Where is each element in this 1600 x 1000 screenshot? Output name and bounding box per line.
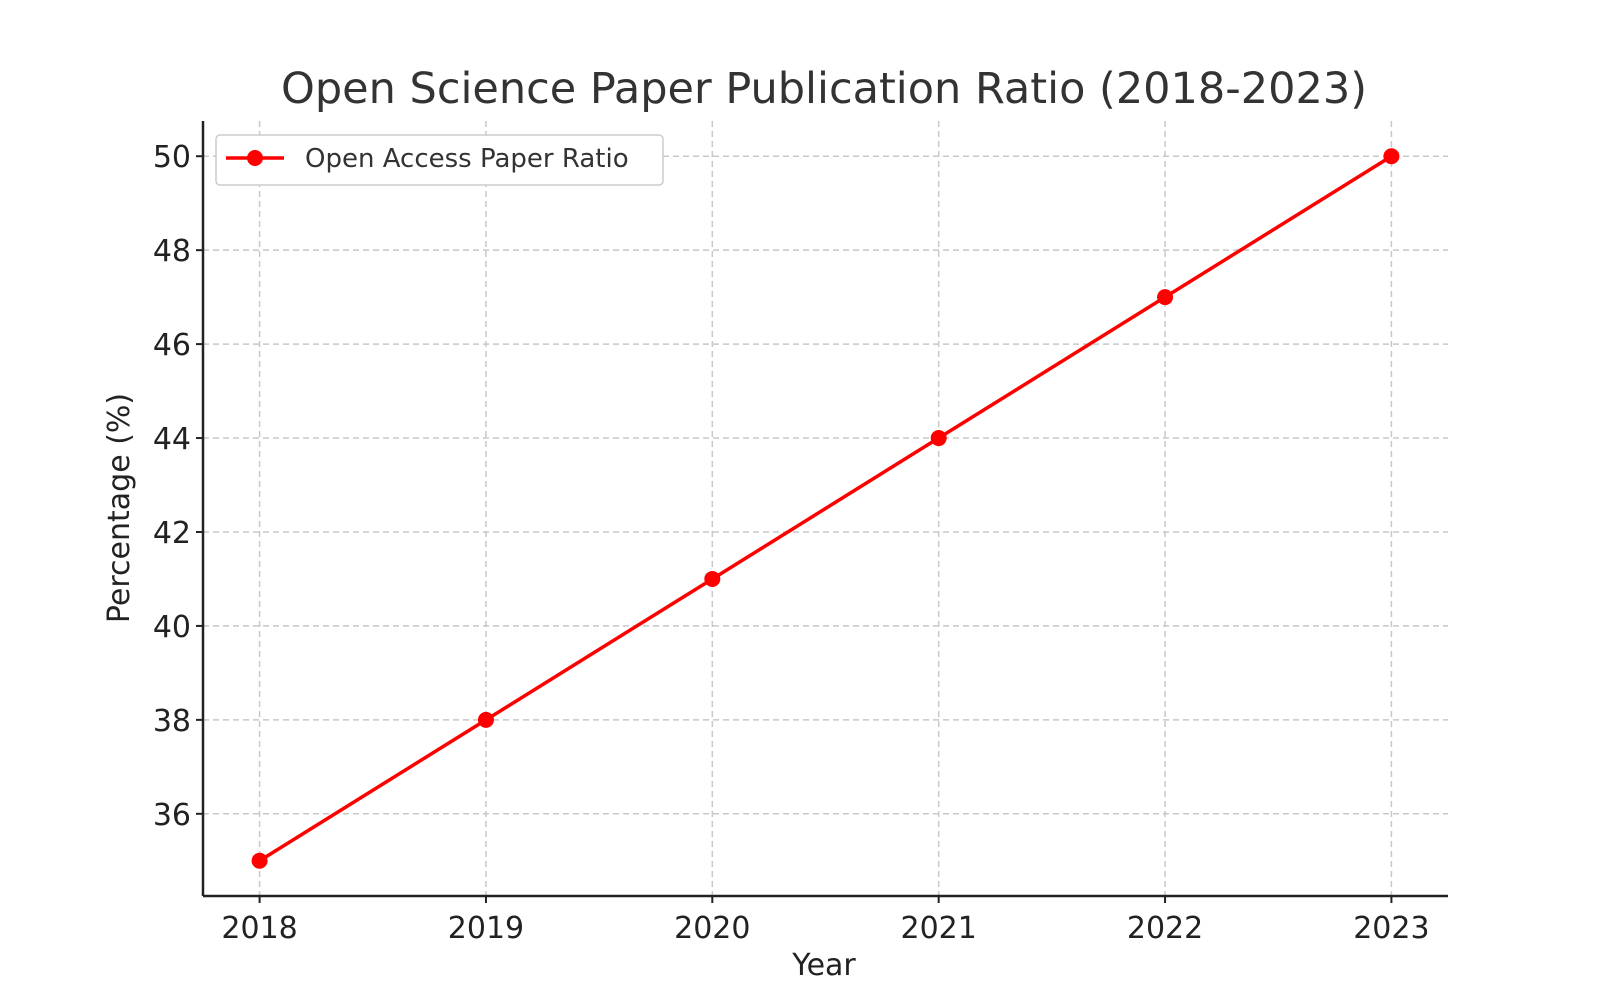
x-tick-label: 2018: [221, 911, 297, 946]
x-tick-label: 2021: [901, 911, 977, 946]
data-point: [1383, 148, 1400, 165]
chart-title: Open Science Paper Publication Ratio (20…: [281, 64, 1367, 114]
y-tick-label: 46: [153, 328, 191, 363]
y-tick-label: 40: [153, 610, 191, 645]
y-axis-label: Percentage (%): [102, 393, 137, 623]
x-axis-ticks: 2018 2019 2020 2021 2022 2023: [221, 896, 1430, 946]
x-tick-label: 2023: [1353, 911, 1429, 946]
x-tick-label: 2020: [674, 911, 750, 946]
y-tick-label: 38: [153, 704, 191, 739]
y-tick-label: 50: [153, 140, 191, 175]
legend-label: Open Access Paper Ratio: [305, 144, 629, 174]
series-group: [251, 148, 1400, 869]
grid: [203, 121, 1448, 896]
x-tick-label: 2022: [1127, 911, 1203, 946]
data-point: [251, 852, 268, 869]
data-point: [477, 711, 494, 728]
x-axis-label: Year: [791, 948, 856, 983]
y-tick-label: 36: [153, 798, 191, 833]
legend: Open Access Paper Ratio: [215, 134, 664, 186]
data-point: [1157, 289, 1174, 306]
x-tick-label: 2019: [448, 911, 524, 946]
y-tick-label: 42: [153, 516, 191, 551]
y-tick-label: 44: [153, 422, 191, 457]
legend-box: [215, 134, 664, 186]
series-line: [257, 154, 1394, 863]
data-point: [704, 570, 721, 587]
legend-marker-swatch: [247, 150, 263, 166]
y-tick-label: 48: [153, 234, 191, 269]
data-point: [930, 430, 947, 447]
y-axis-ticks: 36 38 40 42 44 46 48 50: [153, 140, 203, 833]
